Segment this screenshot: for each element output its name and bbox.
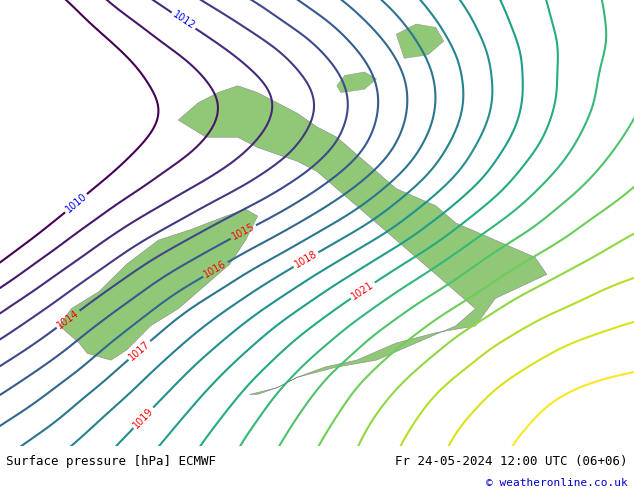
Text: 1016: 1016 [202, 259, 228, 280]
Text: 1012: 1012 [171, 10, 197, 31]
Text: © weatheronline.co.uk: © weatheronline.co.uk [486, 478, 628, 489]
Text: 1020: 1020 [124, 464, 146, 489]
Text: 1017: 1017 [127, 339, 152, 362]
Text: 1018: 1018 [293, 249, 319, 270]
Text: 1019: 1019 [131, 406, 155, 430]
Text: 1021: 1021 [350, 279, 376, 301]
Text: Fr 24-05-2024 12:00 UTC (06+06): Fr 24-05-2024 12:00 UTC (06+06) [395, 455, 628, 468]
Polygon shape [337, 72, 377, 93]
Text: 1014: 1014 [55, 308, 81, 330]
Polygon shape [178, 86, 547, 394]
Polygon shape [60, 209, 257, 360]
Text: 1010: 1010 [63, 192, 89, 215]
Polygon shape [396, 24, 444, 58]
Text: 1015: 1015 [230, 222, 257, 242]
Text: Surface pressure [hPa] ECMWF: Surface pressure [hPa] ECMWF [6, 455, 216, 468]
